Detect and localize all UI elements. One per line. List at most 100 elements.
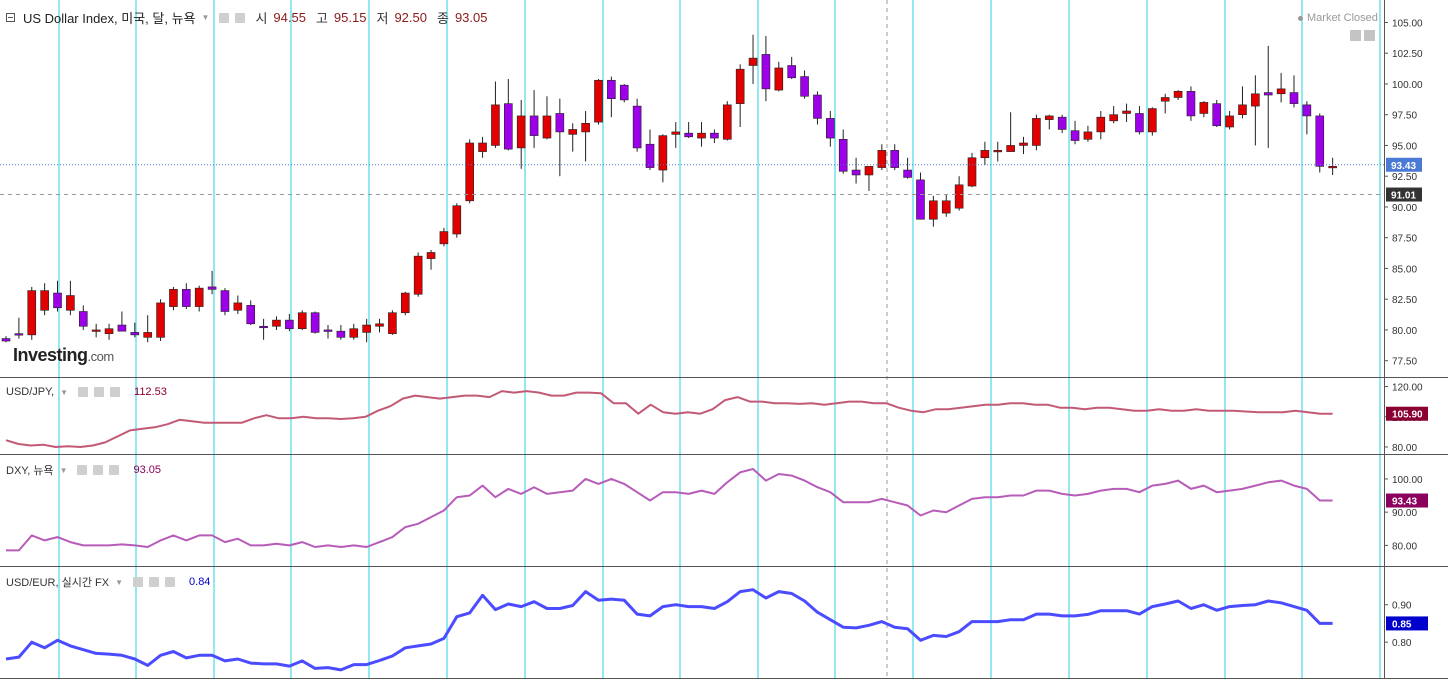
candle-body <box>1135 113 1144 133</box>
candle-body <box>1 338 11 342</box>
candle-body <box>207 286 217 290</box>
candle-body <box>285 319 294 330</box>
candle-body <box>375 323 384 327</box>
candle-body <box>1328 166 1337 169</box>
candle-body <box>272 319 281 327</box>
candle-body <box>1006 145 1015 152</box>
last-value-badge <box>1386 616 1428 631</box>
close-icon[interactable] <box>165 577 176 587</box>
chevron-down-icon[interactable]: ▼ <box>59 465 68 475</box>
candle-body <box>452 205 462 235</box>
candle-body <box>439 231 449 245</box>
candle-body <box>722 104 732 140</box>
last-value-badge-text: 93.43 <box>1392 497 1417 508</box>
y-tick-label: 80.00 <box>1392 326 1417 337</box>
candle-body <box>117 324 127 332</box>
candle-body <box>568 129 578 135</box>
settings-icon[interactable] <box>93 465 104 475</box>
candle-body <box>529 115 539 136</box>
candle-body <box>1160 97 1170 102</box>
candle-body <box>1044 115 1054 120</box>
candle-body <box>1019 142 1028 146</box>
candle-body <box>516 115 526 149</box>
candle-body <box>916 179 925 220</box>
market-status: Market Closed <box>1298 12 1378 24</box>
candle-body <box>478 142 487 152</box>
dxy-legend: DXY, 뉴욕 ▼ 93.05 <box>6 462 161 478</box>
visibility-icon[interactable] <box>133 577 144 587</box>
candle-body <box>426 252 436 259</box>
candle-body <box>1173 91 1183 98</box>
main-legend: US Dollar Index, 미국, 달, 뉴욕 ▼ 시 94.55 고 95.… <box>6 8 488 27</box>
candle-body <box>1263 92 1273 96</box>
y-tick-label: 80.00 <box>1392 541 1417 552</box>
dxy-label: DXY, 뉴욕 <box>6 465 54 477</box>
last-price-badge-text: 93.43 <box>1391 161 1416 172</box>
candle-body <box>66 295 75 311</box>
candle-body <box>787 65 796 79</box>
candle-body <box>1186 91 1196 117</box>
usdeur-value: 0.84 <box>189 576 211 588</box>
candle-body <box>877 150 887 168</box>
candle-body <box>194 287 204 307</box>
format-icon[interactable] <box>235 12 246 23</box>
candle-body <box>220 290 230 312</box>
investing-logo: Investing.com <box>13 345 114 366</box>
candle-body <box>233 302 243 311</box>
candle-body <box>310 312 320 333</box>
visibility-icon[interactable] <box>78 387 89 397</box>
y-tick-label: 100.00 <box>1392 80 1423 91</box>
y-tick-label: 102.50 <box>1392 49 1423 60</box>
candle-body <box>259 325 268 329</box>
low-value: 92.50 <box>394 10 427 25</box>
y-tick-label: 80.00 <box>1392 443 1417 454</box>
candle-body <box>761 54 771 90</box>
chevron-down-icon[interactable]: ▼ <box>201 13 210 22</box>
reference-badge-text: 91.01 <box>1391 191 1416 202</box>
close-value: 93.05 <box>454 10 488 25</box>
candle-body <box>967 157 977 187</box>
scale-down-icon[interactable] <box>1364 30 1375 41</box>
collapse-icon[interactable] <box>6 13 15 22</box>
visibility-icon[interactable] <box>77 465 88 475</box>
candle-body <box>697 132 706 139</box>
candle-body <box>658 135 668 171</box>
settings-icon[interactable] <box>219 12 230 23</box>
close-icon[interactable] <box>110 387 121 397</box>
candle-body <box>362 324 371 333</box>
candle-body <box>1083 131 1093 140</box>
y-tick-label: 92.50 <box>1392 172 1417 183</box>
last-value-badge-text: 105.90 <box>1392 410 1423 421</box>
candle-body <box>735 68 745 104</box>
y-tick-label: 95.00 <box>1392 141 1417 152</box>
usdeur-label: USD/EUR, 실시간 FX <box>6 577 110 589</box>
candle-body <box>903 169 912 178</box>
candle-body <box>40 290 49 311</box>
chevron-down-icon[interactable]: ▼ <box>115 577 124 587</box>
candle-body <box>632 105 642 149</box>
y-tick-label: 100.00 <box>1392 475 1423 486</box>
open-value: 94.55 <box>273 10 306 25</box>
market-status-text: Market Closed <box>1307 12 1378 24</box>
y-tick-label: 85.00 <box>1392 264 1417 275</box>
candle-body <box>1276 88 1286 95</box>
candle-body <box>1238 104 1247 116</box>
candle-body <box>388 312 397 334</box>
candle-body <box>838 139 848 172</box>
settings-icon[interactable] <box>94 387 105 397</box>
candle-body <box>1251 93 1260 107</box>
high-value: 95.15 <box>333 10 367 25</box>
reference-badge <box>1386 187 1422 202</box>
close-icon[interactable] <box>109 465 120 475</box>
last-value-badge-text: 0.85 <box>1392 619 1412 630</box>
candle-body <box>1122 110 1131 114</box>
candle-body <box>1109 114 1118 122</box>
chevron-down-icon[interactable]: ▼ <box>60 387 69 397</box>
usdjpy-value: 112.53 <box>134 386 167 398</box>
scale-up-icon[interactable] <box>1350 30 1361 41</box>
candle-body <box>336 330 346 338</box>
candle-body <box>400 292 410 314</box>
settings-icon[interactable] <box>149 577 160 587</box>
candle-body <box>954 184 964 209</box>
